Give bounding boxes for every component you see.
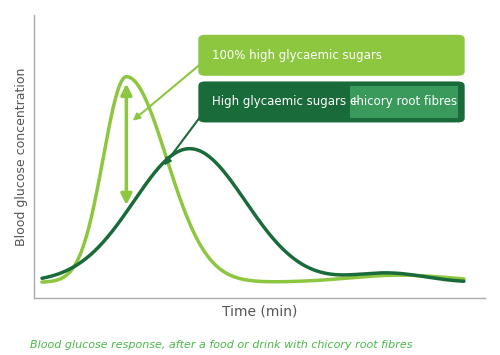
Y-axis label: Blood glucose concentration: Blood glucose concentration — [15, 67, 28, 246]
FancyBboxPatch shape — [198, 35, 464, 76]
Text: High glycaemic sugars +: High glycaemic sugars + — [212, 95, 364, 108]
X-axis label: Time (min): Time (min) — [222, 305, 297, 319]
Text: Blood glucose response, after a food or drink with chicory root fibres: Blood glucose response, after a food or … — [30, 340, 412, 350]
FancyBboxPatch shape — [198, 81, 464, 122]
Text: chicory root fibres: chicory root fibres — [350, 95, 458, 108]
Bar — [350, 86, 458, 118]
Text: 100% high glycaemic sugars: 100% high glycaemic sugars — [212, 49, 382, 62]
